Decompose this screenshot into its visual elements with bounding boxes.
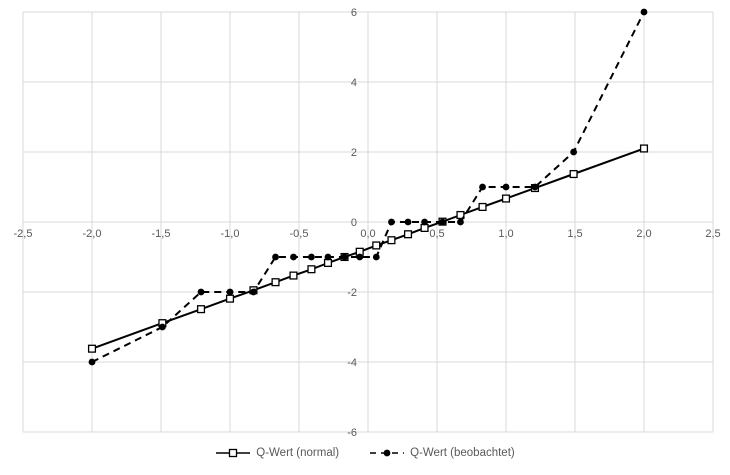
- chart-legend: Q-Wert (normal) Q-Wert (beobachtet): [0, 447, 730, 459]
- data-point-square: [307, 265, 316, 274]
- x-axis-tick-label: -2,5: [14, 228, 33, 240]
- data-point-circle: [324, 253, 332, 261]
- legend-swatch-dashed-circle-icon: [370, 449, 405, 457]
- data-point-square: [225, 294, 235, 303]
- data-point-circle: [290, 253, 297, 261]
- data-point-square: [456, 210, 465, 220]
- data-point-square: [323, 258, 333, 267]
- data-point-circle: [372, 253, 380, 261]
- y-axis-tick-label: -2: [347, 287, 357, 299]
- data-point-square: [420, 223, 429, 233]
- legend-label-beobachtet: Q-Wert (beobachtet): [410, 447, 515, 459]
- data-point-circle: [531, 183, 539, 191]
- y-axis-tick-label: 6: [351, 7, 357, 19]
- series-line-normal: [91, 147, 645, 350]
- x-axis-tick-label: 1,0: [498, 228, 513, 240]
- x-axis-tick-label: 2,0: [636, 228, 651, 240]
- data-point-square: [196, 305, 206, 314]
- data-point-square: [478, 202, 487, 212]
- y-axis-tick-label: 0: [351, 217, 357, 229]
- data-point-circle: [404, 218, 412, 226]
- data-point-circle: [272, 253, 279, 261]
- x-axis-tick-label: -1,0: [221, 228, 240, 240]
- data-point-square: [569, 169, 578, 179]
- x-axis-tick-label: -0,5: [290, 228, 309, 240]
- legend-swatch-solid-square-icon: [216, 448, 251, 458]
- data-point-circle: [388, 218, 395, 226]
- data-point-square: [501, 194, 511, 203]
- data-point-circle: [226, 288, 234, 296]
- x-axis-tick-label: 2,5: [705, 228, 720, 240]
- x-axis-tick-label: -1,5: [152, 228, 171, 240]
- data-point-square: [289, 271, 298, 280]
- data-point-square: [271, 278, 280, 287]
- data-point-circle: [158, 323, 166, 331]
- y-axis-tick-label: -6: [347, 427, 357, 439]
- x-axis-tick-label: 0,0: [360, 228, 375, 240]
- data-point-circle: [356, 253, 364, 261]
- data-point-circle: [640, 8, 648, 16]
- legend-item-beobachtet: Q-Wert (beobachtet): [369, 447, 515, 459]
- y-axis-tick-label: -4: [347, 357, 357, 369]
- data-point-square: [87, 344, 97, 353]
- data-point-circle: [250, 288, 257, 296]
- data-point-square: [639, 144, 649, 153]
- data-point-circle: [502, 183, 510, 191]
- legend-label-normal: Q-Wert (normal): [256, 447, 340, 459]
- data-point-circle: [197, 288, 205, 296]
- legend-item-normal: Q-Wert (normal): [215, 447, 339, 459]
- y-axis-tick-label: 4: [351, 77, 357, 89]
- x-axis-tick-label: 1,5: [567, 228, 582, 240]
- data-point-square: [372, 241, 381, 250]
- data-point-circle: [570, 148, 578, 156]
- x-axis-tick-label: 0,5: [429, 228, 444, 240]
- data-point-square: [387, 236, 396, 245]
- data-point-circle: [421, 218, 428, 226]
- data-point-circle: [88, 358, 96, 366]
- series-line-beobachtet: [91, 11, 645, 363]
- data-point-circle: [308, 253, 315, 261]
- data-point-circle: [457, 218, 464, 226]
- data-point-circle: [479, 183, 486, 191]
- y-axis-tick-label: 2: [351, 147, 357, 159]
- x-axis-tick-label: -2,0: [83, 228, 102, 240]
- data-point-square: [403, 230, 413, 239]
- data-point-circle: [341, 253, 348, 261]
- data-point-circle: [439, 218, 446, 226]
